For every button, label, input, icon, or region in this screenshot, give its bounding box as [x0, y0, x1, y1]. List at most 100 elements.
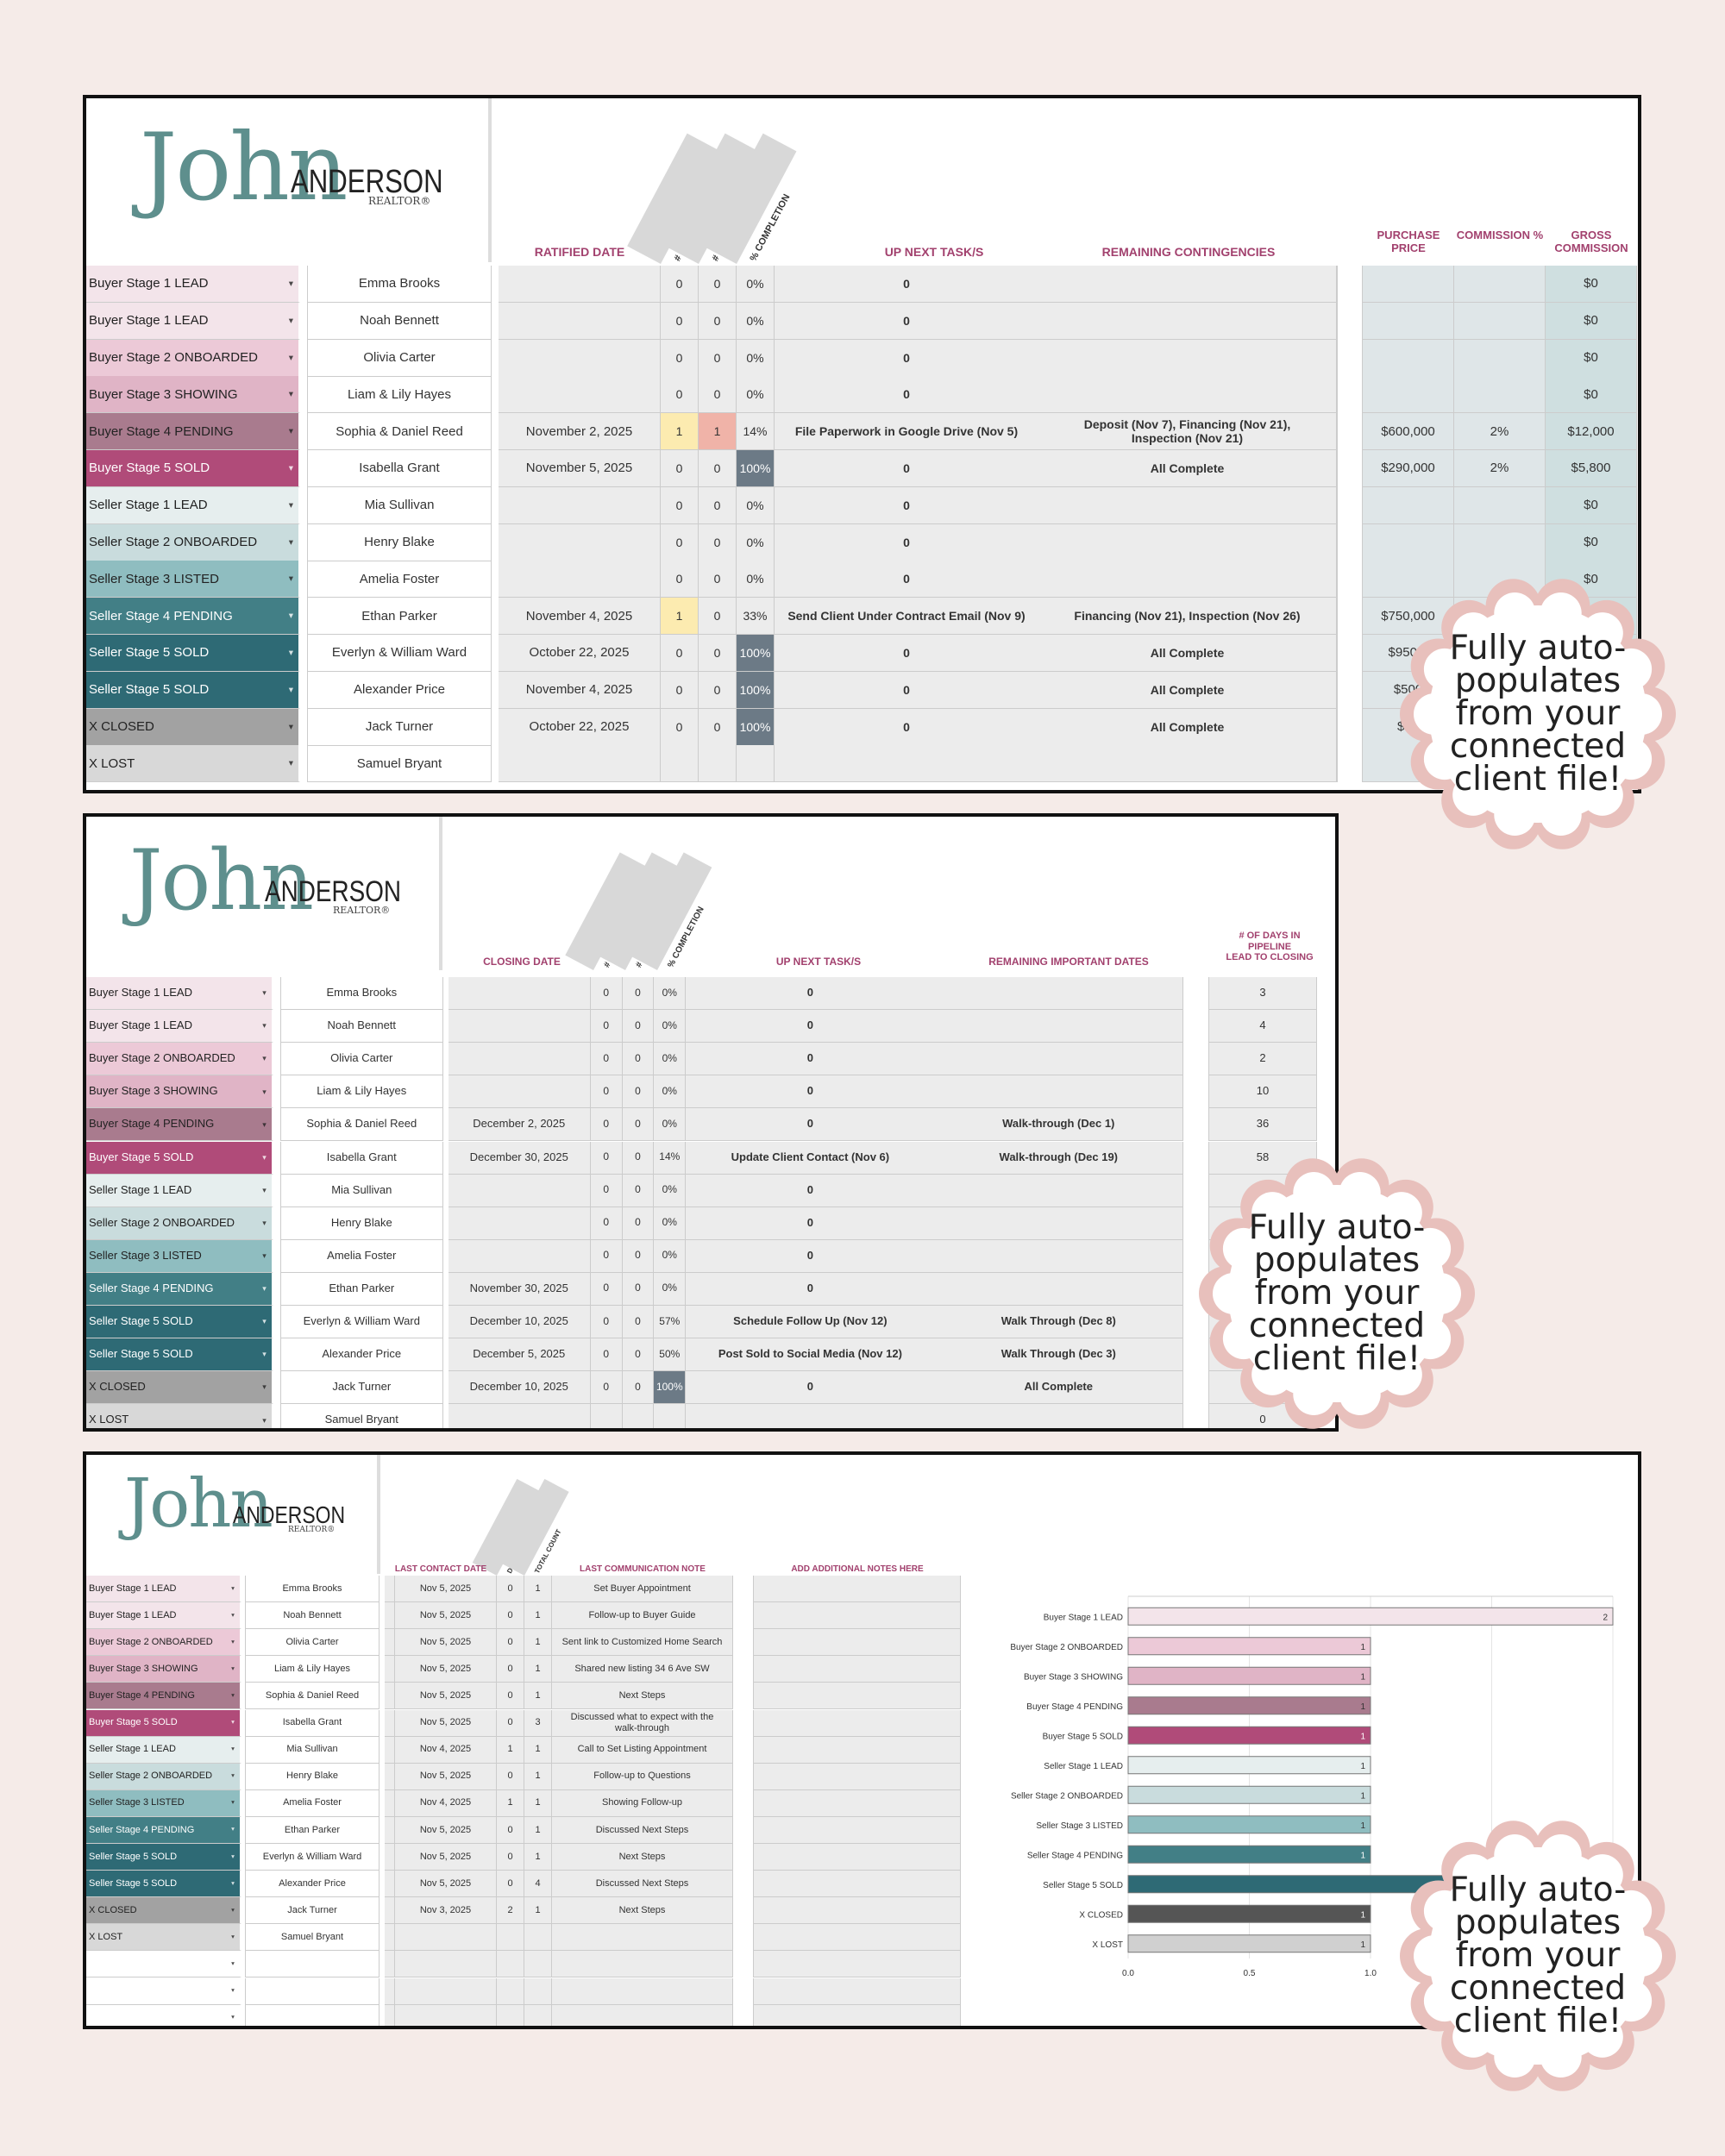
stage-dropdown[interactable]: Seller Stage 3 LISTED ▾ — [86, 561, 300, 599]
spacer — [492, 413, 499, 451]
spacer — [380, 2004, 385, 2026]
completion-percent: 0% — [654, 1272, 687, 1306]
days-in-pipeline: 3 — [1208, 977, 1318, 1010]
stage-dropdown[interactable]: Buyer Stage 2 ONBOARDED ▾ — [86, 339, 300, 377]
spacer — [1337, 302, 1363, 340]
category-label: Seller Stage 2 ONBOARDED — [1011, 1791, 1123, 1801]
gross-commission: $12,000 — [1546, 413, 1637, 451]
client-name: Olivia Carter — [245, 1629, 380, 1657]
stage-dropdown[interactable]: Seller Stage 2 ONBOARDED ▾ — [86, 1763, 242, 1790]
last-contact-date: Nov 5, 2025 — [395, 1844, 497, 1871]
stage-dropdown[interactable]: Seller Stage 5 SOLD ▾ — [86, 1844, 242, 1871]
additional-notes-cell[interactable] — [754, 1763, 961, 1790]
stage-dropdown[interactable]: Buyer Stage 1 LEAD ▾ — [86, 1602, 242, 1630]
closing-date: December 5, 2025 — [448, 1338, 591, 1372]
stage-dropdown[interactable]: X CLOSED ▾ — [86, 1897, 242, 1925]
stage-dropdown[interactable]: Buyer Stage 1 LEAD ▾ — [86, 977, 273, 1010]
stage-dropdown[interactable]: Buyer Stage 4 PENDING ▾ — [86, 1108, 273, 1142]
spacer — [1337, 486, 1363, 524]
spacer — [385, 1656, 395, 1683]
dropdown-arrow-icon: ▾ — [231, 1798, 235, 1807]
spacer — [242, 1683, 245, 1710]
total-count: 1 — [524, 1897, 552, 1925]
stage-dropdown[interactable]: Seller Stage 2 ONBOARDED ▾ — [86, 523, 300, 561]
additional-notes-cell[interactable] — [754, 1683, 961, 1710]
additional-notes-cell[interactable] — [754, 1656, 961, 1683]
stage-dropdown[interactable]: Buyer Stage 5 SOLD ▾ — [86, 1141, 273, 1175]
stage-dropdown[interactable]: X CLOSED ▾ — [86, 708, 300, 746]
additional-notes-cell[interactable] — [754, 1576, 961, 1602]
additional-notes-cell[interactable] — [754, 1951, 961, 1978]
stage-dropdown[interactable]: Seller Stage 3 LISTED ▾ — [86, 1239, 273, 1273]
stage-dropdown[interactable]: ▾ — [86, 1977, 242, 2005]
additional-notes-cell[interactable] — [754, 1816, 961, 1844]
additional-notes-cell[interactable] — [754, 1924, 961, 1952]
stage-label: Buyer Stage 4 PENDING — [89, 1117, 215, 1131]
purchase-price — [1363, 523, 1454, 561]
stage-dropdown[interactable]: Seller Stage 5 SOLD ▾ — [86, 1306, 273, 1338]
stage-dropdown[interactable]: X LOST ▾ — [86, 1924, 242, 1952]
overdue-count: 0 — [622, 1174, 655, 1207]
stage-dropdown[interactable]: Buyer Stage 4 PENDING ▾ — [86, 413, 300, 451]
spacer — [1317, 1043, 1335, 1076]
stage-dropdown[interactable]: Buyer Stage 5 SOLD ▾ — [86, 1709, 242, 1737]
stage-dropdown[interactable]: Seller Stage 2 ONBOARDED ▾ — [86, 1206, 273, 1240]
stage-dropdown[interactable]: Buyer Stage 1 LEAD ▾ — [86, 302, 300, 340]
stage-dropdown[interactable]: Buyer Stage 2 ONBOARDED ▾ — [86, 1043, 273, 1076]
spacer — [1317, 977, 1335, 1010]
stage-dropdown[interactable]: Seller Stage 3 LISTED ▾ — [86, 1789, 242, 1817]
additional-notes-cell[interactable] — [754, 1977, 961, 2005]
stage-dropdown[interactable]: ▾ — [86, 2004, 242, 2026]
overdue-count: 0 — [622, 1043, 655, 1076]
stage-dropdown[interactable]: X LOST ▾ — [86, 745, 300, 783]
table-row: Buyer Stage 4 PENDING ▾ Sophia & Daniel Re… — [86, 1683, 992, 1710]
stage-dropdown[interactable]: Seller Stage 5 SOLD ▾ — [86, 1871, 242, 1898]
additional-notes-cell[interactable] — [754, 1789, 961, 1817]
spacer — [961, 1656, 992, 1683]
dropdown-arrow-icon: ▾ — [262, 1119, 267, 1129]
stage-dropdown[interactable]: Seller Stage 1 LEAD ▾ — [86, 1736, 242, 1764]
stage-dropdown[interactable]: Seller Stage 1 LEAD ▾ — [86, 1174, 273, 1207]
table-row: Buyer Stage 1 LEAD ▾ Emma Brooks Nov 5, 202… — [86, 1576, 992, 1602]
stage-dropdown[interactable]: Seller Stage 5 SOLD ▾ — [86, 671, 300, 709]
additional-notes-cell[interactable] — [754, 1709, 961, 1737]
additional-notes-cell[interactable] — [754, 1844, 961, 1871]
additional-notes-cell[interactable] — [754, 2004, 961, 2026]
stage-dropdown[interactable]: Buyer Stage 4 PENDING ▾ — [86, 1683, 242, 1710]
stage-dropdown[interactable]: Buyer Stage 1 LEAD ▾ — [86, 1576, 242, 1602]
overdue-count: 0 — [699, 486, 737, 524]
stage-label: Buyer Stage 1 LEAD — [89, 986, 192, 1000]
stage-dropdown[interactable]: X LOST ▾ — [86, 1404, 273, 1428]
stage-dropdown[interactable]: Buyer Stage 3 SHOWING ▾ — [86, 1656, 242, 1683]
up-next-task: Schedule Follow Up (Nov 12) — [686, 1306, 935, 1338]
stage-dropdown[interactable]: Seller Stage 5 SOLD ▾ — [86, 1338, 273, 1372]
stage-dropdown[interactable]: Buyer Stage 3 SHOWING ▾ — [86, 376, 300, 414]
table-row: Buyer Stage 5 SOLD ▾ Isabella Grant Novembe… — [86, 450, 1638, 487]
stage-dropdown[interactable]: Seller Stage 5 SOLD ▾ — [86, 635, 300, 672]
stage-dropdown[interactable]: X CLOSED ▾ — [86, 1371, 273, 1405]
additional-notes-cell[interactable] — [754, 1897, 961, 1925]
spacer — [300, 745, 307, 783]
header-purchase-price: PURCHASE PRICE — [1377, 229, 1440, 254]
callout-line: connected — [1449, 1968, 1627, 2008]
stage-dropdown[interactable]: Buyer Stage 2 ONBOARDED ▾ — [86, 1629, 242, 1657]
additional-notes-cell[interactable] — [754, 1629, 961, 1657]
stage-dropdown[interactable]: Seller Stage 4 PENDING ▾ — [86, 598, 300, 636]
stage-dropdown[interactable]: Buyer Stage 5 SOLD ▾ — [86, 450, 300, 487]
spacer — [492, 671, 499, 709]
stage-dropdown[interactable]: Seller Stage 4 PENDING ▾ — [86, 1272, 273, 1306]
stage-dropdown[interactable]: Buyer Stage 3 SHOWING ▾ — [86, 1075, 273, 1109]
ratified-date: November 5, 2025 — [499, 450, 661, 487]
stage-dropdown[interactable]: Buyer Stage 1 LEAD ▾ — [86, 1010, 273, 1044]
additional-notes-cell[interactable] — [754, 1602, 961, 1630]
stage-dropdown[interactable]: Seller Stage 4 PENDING ▾ — [86, 1816, 242, 1844]
additional-notes-cell[interactable] — [754, 1736, 961, 1764]
spacer — [442, 1239, 448, 1273]
spacer — [1182, 1075, 1209, 1109]
overdue-count: 0 — [699, 339, 737, 377]
stage-dropdown[interactable]: Buyer Stage 1 LEAD ▾ — [86, 266, 300, 303]
additional-notes-cell[interactable] — [754, 1871, 961, 1898]
stage-dropdown[interactable]: ▾ — [86, 1951, 242, 1978]
stage-dropdown[interactable]: Seller Stage 1 LEAD ▾ — [86, 486, 300, 524]
completion-percent — [654, 1404, 687, 1428]
